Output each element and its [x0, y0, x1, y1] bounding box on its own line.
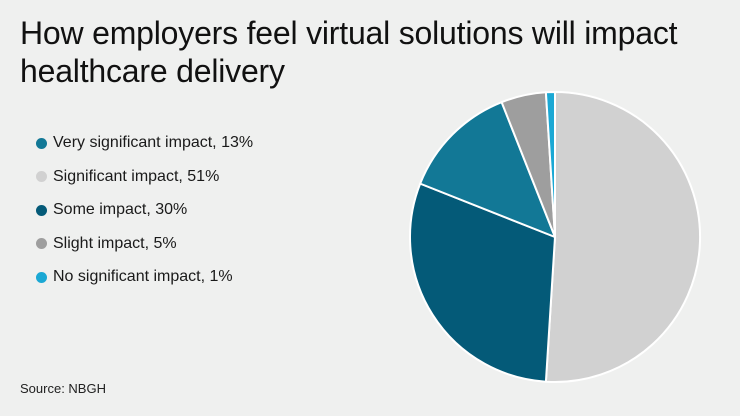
legend-label-no-significant-impact: No significant impact, 1% [53, 268, 233, 285]
legend-item-slight-impact: Slight impact, 5% [36, 233, 253, 255]
chart-legend: Very significant impact, 13% Significant… [36, 132, 253, 300]
legend-label-very-significant-impact: Very significant impact, 13% [53, 134, 254, 151]
legend-swatch-no-significant-impact [36, 271, 47, 283]
pie-chart [409, 91, 702, 383]
legend-swatch-slight-impact [36, 238, 47, 249]
legend-swatch-significant-impact [36, 171, 47, 182]
legend-swatch-very-significant-impact [36, 137, 47, 149]
legend-label-some-impact: Some impact, 30% [53, 201, 188, 218]
legend-item-significant-impact: Significant impact, 51% [36, 166, 253, 188]
pie-slice-very-significant-impact [419, 101, 556, 238]
legend-swatch-some-impact [36, 204, 47, 216]
source-note: Source: NBGH [20, 381, 106, 396]
legend-item-no-significant-impact: No significant impact, 1% [36, 266, 253, 288]
legend-item-some-impact: Some impact, 30% [36, 199, 253, 221]
legend-label-significant-impact: Significant impact, 51% [53, 167, 220, 185]
pie-slice-some-impact [409, 182, 556, 383]
pie-slice-significant-impact [544, 91, 702, 383]
pie-slice-no-significant-impact [544, 91, 556, 238]
legend-item-very-significant-impact: Very significant impact, 13% [36, 132, 253, 154]
legend-label-slight-impact: Slight impact, 5% [53, 234, 177, 252]
chart-title: How employers feel virtual solutions wil… [20, 15, 678, 89]
